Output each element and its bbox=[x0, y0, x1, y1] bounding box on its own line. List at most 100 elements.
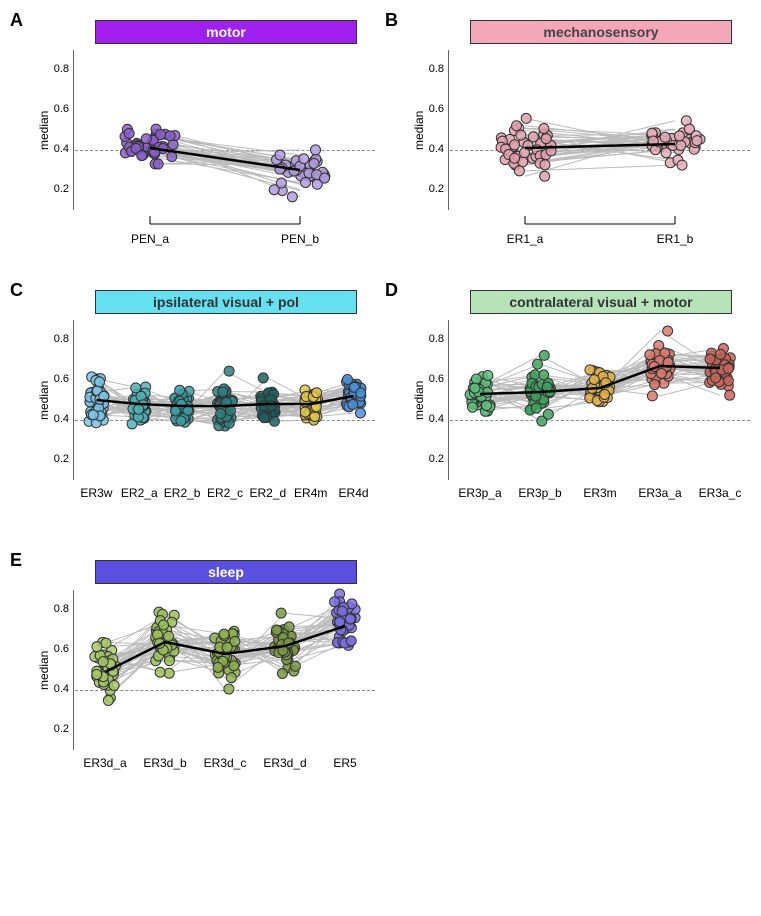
x-tick-label: ER3d_b bbox=[143, 756, 186, 770]
panel-svg-B bbox=[450, 50, 750, 210]
data-point bbox=[155, 667, 165, 677]
data-point bbox=[656, 368, 666, 378]
panel-label-B: B bbox=[385, 10, 398, 31]
data-point bbox=[224, 366, 234, 376]
data-point bbox=[219, 629, 229, 639]
data-point bbox=[164, 656, 174, 666]
data-point bbox=[539, 370, 549, 380]
data-point bbox=[134, 404, 144, 414]
data-point bbox=[467, 402, 477, 412]
data-point bbox=[164, 668, 174, 678]
panel-title-D: contralateral visual + motor bbox=[470, 290, 732, 314]
x-tick-label: ER1_b bbox=[657, 232, 694, 246]
data-point bbox=[301, 177, 311, 187]
data-point bbox=[348, 399, 358, 409]
data-point bbox=[299, 154, 309, 164]
data-point bbox=[715, 349, 725, 359]
data-point bbox=[483, 370, 493, 380]
panel-label-C: C bbox=[10, 280, 23, 301]
data-point bbox=[482, 401, 492, 411]
x-tick-label: ER3p_a bbox=[458, 486, 501, 500]
data-point bbox=[356, 388, 366, 398]
data-point bbox=[471, 374, 481, 384]
y-axis-label: median bbox=[412, 111, 426, 150]
y-axis bbox=[448, 50, 449, 210]
data-point bbox=[311, 145, 321, 155]
panel-label-E: E bbox=[10, 550, 22, 571]
y-tick-label: 0.8 bbox=[43, 333, 69, 345]
data-point bbox=[540, 160, 550, 170]
y-axis-label: median bbox=[37, 381, 51, 420]
data-point bbox=[516, 130, 526, 140]
y-tick-label: 0.8 bbox=[418, 63, 444, 75]
x-tick-label: ER3a_c bbox=[699, 486, 742, 500]
panel-label-A: A bbox=[10, 10, 23, 31]
x-tick-label: ER3a_a bbox=[638, 486, 681, 500]
y-axis bbox=[73, 50, 74, 210]
y-axis-label: median bbox=[37, 651, 51, 690]
data-point bbox=[165, 131, 175, 141]
data-point bbox=[310, 412, 320, 422]
data-point bbox=[355, 408, 365, 418]
panel-svg-C bbox=[75, 320, 375, 480]
data-point bbox=[482, 387, 492, 397]
data-point bbox=[171, 406, 181, 416]
data-point bbox=[266, 401, 276, 411]
data-point bbox=[153, 159, 163, 169]
data-point bbox=[541, 134, 551, 144]
panel-svg-E bbox=[75, 590, 375, 750]
x-tick-label: ER2_c bbox=[207, 486, 243, 500]
x-tick-label: ER3d_c bbox=[204, 756, 247, 770]
data-point bbox=[167, 152, 177, 162]
data-point bbox=[543, 409, 553, 419]
y-tick-label: 0.2 bbox=[418, 453, 444, 465]
data-point bbox=[531, 403, 541, 413]
data-point bbox=[533, 359, 543, 369]
data-point bbox=[645, 350, 655, 360]
y-axis-label: median bbox=[412, 381, 426, 420]
data-point bbox=[277, 668, 287, 678]
x-tick-label: ER3d_d bbox=[263, 756, 306, 770]
x-tick-label: ER3w bbox=[80, 486, 112, 500]
data-point bbox=[711, 373, 721, 383]
data-point bbox=[276, 608, 286, 618]
data-point bbox=[692, 136, 702, 146]
x-tick-label: ER2_a bbox=[121, 486, 158, 500]
data-point bbox=[585, 365, 595, 375]
data-point bbox=[650, 380, 660, 390]
data-point bbox=[346, 636, 356, 646]
figure-root: Amotor0.20.40.60.8medianPEN_aPEN_bBmecha… bbox=[10, 10, 761, 906]
data-point bbox=[470, 383, 480, 393]
x-tick-label: PEN_a bbox=[131, 232, 169, 246]
panel-title-B: mechanosensory bbox=[470, 20, 732, 44]
group-bracket bbox=[450, 214, 750, 234]
data-point bbox=[539, 350, 549, 360]
data-point bbox=[276, 178, 286, 188]
y-tick-label: 0.2 bbox=[43, 723, 69, 735]
y-tick-label: 0.8 bbox=[43, 603, 69, 615]
data-point bbox=[540, 171, 550, 181]
data-point bbox=[216, 409, 226, 419]
data-point bbox=[539, 123, 549, 133]
data-point bbox=[677, 160, 687, 170]
data-point bbox=[103, 695, 113, 705]
data-point bbox=[229, 661, 239, 671]
data-point bbox=[164, 631, 174, 641]
data-point bbox=[312, 388, 322, 398]
data-point bbox=[647, 391, 657, 401]
panel-title-C: ipsilateral visual + pol bbox=[95, 290, 357, 314]
x-tick-label: ER3d_a bbox=[83, 756, 126, 770]
data-point bbox=[342, 374, 352, 384]
data-point bbox=[300, 407, 310, 417]
y-tick-label: 0.8 bbox=[43, 63, 69, 75]
data-point bbox=[101, 638, 111, 648]
x-tick-label: ER2_d bbox=[249, 486, 286, 500]
data-point bbox=[92, 642, 102, 652]
y-tick-label: 0.8 bbox=[418, 333, 444, 345]
data-point bbox=[337, 606, 347, 616]
data-point bbox=[676, 140, 686, 150]
data-point bbox=[124, 128, 134, 138]
x-tick-label: ER5 bbox=[333, 756, 356, 770]
data-point bbox=[528, 132, 538, 142]
data-point bbox=[330, 597, 340, 607]
